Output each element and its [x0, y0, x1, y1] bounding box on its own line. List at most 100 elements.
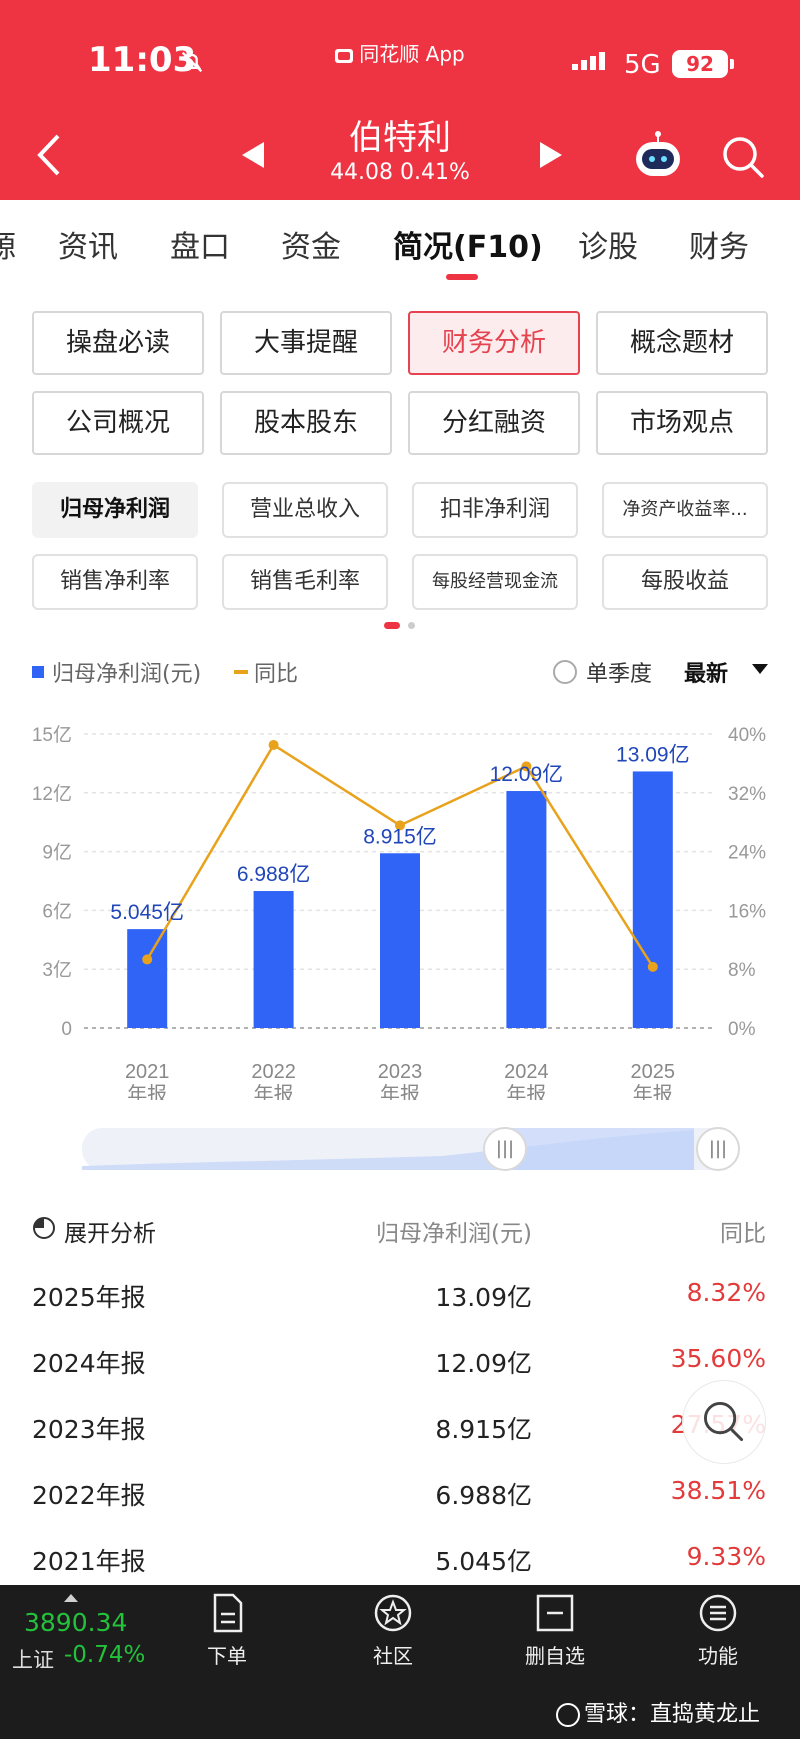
expand-arrow-icon[interactable] — [64, 1594, 78, 1602]
x-tick-label: 2023 — [378, 1061, 423, 1083]
tab-partial[interactable]: 源 — [0, 230, 16, 265]
chip-net-profit[interactable]: 归母净利润 — [32, 482, 198, 538]
x-tick-label: 2022 — [251, 1061, 296, 1083]
stock-quote: 44.08 0.41% — [330, 160, 470, 185]
bell-muted-icon — [181, 51, 203, 73]
row-value: 12.09亿 — [435, 1349, 532, 1378]
pie-chart-icon[interactable] — [32, 1216, 56, 1240]
menu-circle-icon — [699, 1594, 737, 1632]
tab-diagnosis[interactable]: 诊股 — [578, 230, 638, 265]
feature-concepts[interactable]: 概念题材 — [596, 311, 768, 375]
floating-zoom-search-icon[interactable] — [682, 1380, 766, 1464]
column-header-yoy: 同比 — [720, 1221, 766, 1247]
nav-remove-watchlist[interactable]: 删自选 — [500, 1592, 610, 1672]
feature-company-profile[interactable]: 公司概况 — [32, 391, 204, 455]
battery-indicator: 92 — [672, 50, 734, 78]
period-select[interactable]: 最新 — [684, 662, 729, 687]
feature-dividends[interactable]: 分红融资 — [408, 391, 580, 455]
nav-place-order[interactable]: 下单 — [172, 1592, 282, 1672]
prev-stock-arrow-icon[interactable] — [240, 140, 266, 170]
y-left-tick-label: 0 — [61, 1019, 72, 1040]
bar-value-label: 6.988亿 — [237, 863, 311, 886]
tab-news[interactable]: 资讯 — [58, 230, 118, 265]
chip-operating-cashflow[interactable]: 每股经营现金流 — [412, 554, 578, 610]
feature-financial-analysis[interactable]: 财务分析 — [408, 311, 580, 375]
tab-finance[interactable]: 财务 — [689, 230, 749, 265]
bar-value-label: 5.045亿 — [110, 901, 184, 924]
yoy-point — [268, 739, 279, 750]
expand-analysis-button[interactable]: 展开分析 — [64, 1221, 156, 1247]
tab-f10[interactable]: 简况(F10) — [393, 230, 543, 265]
bar — [506, 791, 547, 1028]
table-row[interactable]: 2023年报 8.915亿 27.57% — [0, 1410, 800, 1476]
row-period: 2021年报 — [32, 1547, 146, 1576]
search-icon[interactable] — [718, 132, 768, 182]
row-period: 2024年报 — [32, 1349, 146, 1378]
chevron-down-icon[interactable] — [752, 664, 768, 674]
chip-net-margin[interactable]: 销售净利率 — [32, 554, 198, 610]
network-label: 5G — [624, 50, 661, 80]
back-button[interactable] — [30, 130, 70, 180]
yoy-point — [647, 961, 658, 972]
chip-gross-margin[interactable]: 销售毛利率 — [222, 554, 388, 610]
y-right-tick-label: 16% — [728, 901, 766, 922]
watermark: 雪球：直捣黄龙止 — [556, 1696, 760, 1728]
bar — [127, 929, 168, 1028]
status-time: 11:03 — [88, 40, 197, 80]
robot-assistant-icon[interactable] — [630, 128, 686, 184]
bar-value-label: 13.09亿 — [616, 743, 690, 766]
x-tick-label: 2024 — [504, 1061, 549, 1083]
page-dot — [408, 622, 415, 629]
y-left-tick-label: 15亿 — [32, 724, 72, 746]
range-slider-left-handle[interactable]: ||| — [483, 1127, 527, 1171]
table-row[interactable]: 2022年报 6.988亿 38.51% — [0, 1476, 800, 1542]
range-slider-right-handle[interactable]: ||| — [696, 1127, 740, 1171]
legend-bar-label: 归母净利润(元) — [52, 662, 202, 687]
chip-eps[interactable]: 每股收益 — [602, 554, 768, 610]
index-change: -0.74% — [64, 1642, 146, 1668]
row-period: 2022年报 — [32, 1481, 146, 1510]
y-right-tick-label: 40% — [728, 725, 766, 746]
chip-deducted-profit[interactable]: 扣非净利润 — [412, 482, 578, 538]
chip-roe[interactable]: 净资产收益率... — [602, 482, 768, 538]
x-tick-label: 年报 — [127, 1083, 167, 1100]
range-slider-minimap — [82, 1128, 694, 1170]
bar-value-label: 12.09亿 — [490, 763, 564, 786]
x-tick-label: 年报 — [506, 1083, 546, 1100]
feature-event-reminder[interactable]: 大事提醒 — [220, 311, 392, 375]
nav-functions[interactable]: 功能 — [663, 1592, 773, 1672]
row-period: 2023年报 — [32, 1415, 146, 1444]
y-left-tick-label: 12亿 — [32, 783, 72, 805]
table-row[interactable]: 2021年报 5.045亿 9.33% — [0, 1542, 800, 1608]
row-yoy: 38.51% — [670, 1476, 766, 1505]
row-value: 6.988亿 — [435, 1481, 532, 1510]
row-period: 2025年报 — [32, 1283, 146, 1312]
chip-revenue[interactable]: 营业总收入 — [222, 482, 388, 538]
tab-capital[interactable]: 资金 — [281, 230, 341, 265]
quarter-radio[interactable] — [553, 660, 577, 684]
row-value: 8.915亿 — [435, 1415, 532, 1444]
table-row[interactable]: 2025年报 13.09亿 8.32% — [0, 1278, 800, 1344]
snowball-logo-icon — [556, 1703, 580, 1727]
bar-value-label: 8.915亿 — [363, 825, 437, 848]
bar — [253, 891, 294, 1028]
index-value[interactable]: 3890.34 — [24, 1608, 128, 1637]
x-tick-label: 年报 — [380, 1083, 420, 1100]
legend-line-label: 同比 — [254, 662, 299, 687]
y-right-tick-label: 24% — [728, 843, 766, 864]
stock-name: 伯特利 — [349, 118, 451, 158]
app-name: 同花顺 App — [0, 38, 800, 67]
tab-order-book[interactable]: 盘口 — [170, 230, 230, 265]
nav-community[interactable]: 社区 — [338, 1592, 448, 1672]
table-row[interactable]: 2024年报 12.09亿 35.60% — [0, 1344, 800, 1410]
feature-must-read[interactable]: 操盘必读 — [32, 311, 204, 375]
feature-market-views[interactable]: 市场观点 — [596, 391, 768, 455]
tab-bar: 源 资讯 盘口 资金 简况(F10) 诊股 财务 — [0, 200, 800, 280]
row-value: 5.045亿 — [435, 1547, 532, 1576]
feature-shareholders[interactable]: 股本股东 — [220, 391, 392, 455]
bar — [380, 853, 420, 1028]
active-tab-indicator — [446, 274, 478, 280]
legend-line-swatch — [234, 670, 248, 674]
next-stock-arrow-icon[interactable] — [538, 140, 564, 170]
y-right-tick-label: 32% — [728, 784, 766, 805]
